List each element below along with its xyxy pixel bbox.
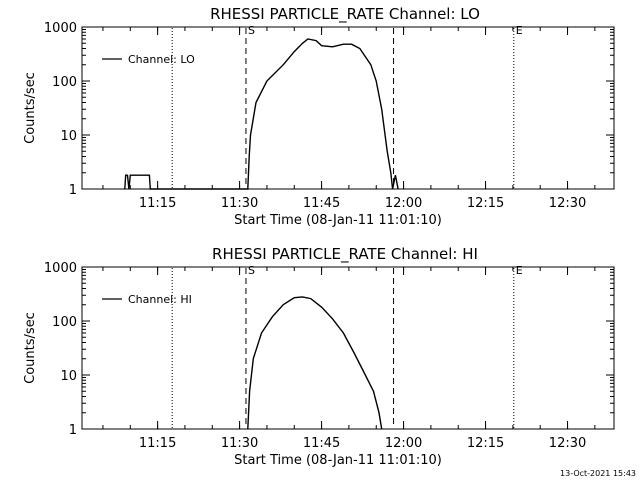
x-tick-label: 12:30 (549, 196, 586, 211)
y-tick-label: 10 (60, 129, 77, 144)
flare-start-marker: S (248, 24, 255, 37)
series-line-1-0 (247, 296, 383, 430)
y-tick-label: 1000 (44, 261, 77, 276)
x-axis-label: Start Time (08-Jan-11 11:01:10) (234, 453, 442, 468)
y-tick-label: 1 (69, 183, 77, 198)
x-tick-label: 12:00 (385, 196, 422, 211)
x-tick-label: 11:30 (221, 436, 258, 451)
chart-panel-2: RHESSI PARTICLE_RATE Channel: HI 1 10 100 10… (23, 245, 615, 468)
x-tick-label: 11:15 (139, 196, 176, 211)
footer-timestamp: 13-Oct-2021 15:43 (560, 469, 636, 478)
x-tick-label: 12:00 (385, 436, 422, 451)
flare-start-marker: S (248, 264, 255, 277)
x-axis-label: Start Time (08-Jan-11 11:01:10) (234, 213, 442, 228)
y-tick-label: 10 (60, 369, 77, 384)
legend-entry: Channel: HI (128, 293, 192, 306)
x-tick-label: 11:45 (303, 436, 340, 451)
flare-end-marker: E (516, 24, 523, 37)
y-axis-label: Counts/sec (23, 312, 38, 384)
chart-panel-1: RHESSI PARTICLE_RATE Channel: LO 1 10 100 10… (23, 5, 615, 228)
y-axis-label: Counts/sec (23, 72, 38, 144)
y-tick-label: 100 (52, 75, 77, 90)
plot-frame (81, 266, 615, 430)
chart-title: RHESSI PARTICLE_RATE Channel: HI (212, 245, 478, 264)
x-tick-label: 12:15 (467, 436, 504, 451)
chart-title: RHESSI PARTICLE_RATE Channel: LO (210, 5, 480, 24)
flare-end-marker: E (516, 264, 523, 277)
legend-entry: Channel: LO (128, 53, 195, 66)
x-tick-label: 12:30 (549, 436, 586, 451)
y-tick-label: 100 (52, 315, 77, 330)
y-tick-label: 1 (69, 423, 77, 438)
plot-frame (81, 26, 615, 190)
x-tick-label: 11:30 (221, 196, 258, 211)
x-tick-label: 11:45 (303, 196, 340, 211)
x-tick-label: 11:15 (139, 436, 176, 451)
y-tick-label: 1000 (44, 21, 77, 36)
series-line-0-0 (124, 38, 399, 190)
x-tick-label: 12:15 (467, 196, 504, 211)
